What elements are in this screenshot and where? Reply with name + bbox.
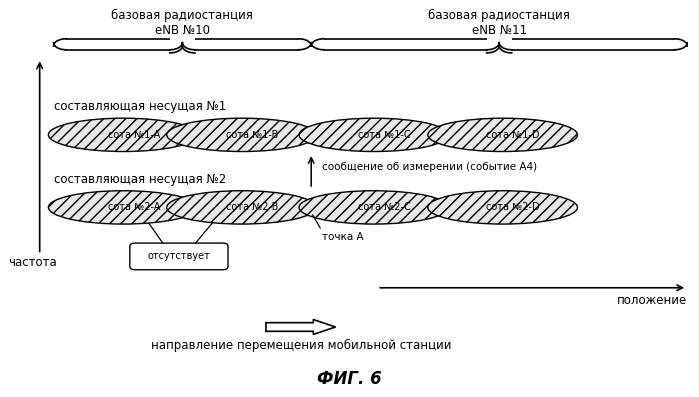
Ellipse shape xyxy=(48,118,198,152)
Text: составляющая несущая №2: составляющая несущая №2 xyxy=(54,173,226,186)
FancyArrow shape xyxy=(266,320,336,334)
FancyBboxPatch shape xyxy=(130,243,228,270)
Text: отсутствует: отсутствует xyxy=(147,251,210,261)
Text: сообщение об измерении (событие A4): сообщение об измерении (событие A4) xyxy=(322,162,537,172)
Text: сота №1-B: сота №1-B xyxy=(226,130,278,140)
Text: частота: частота xyxy=(8,256,57,270)
Text: базовая радиостанция
eNB №10: базовая радиостанция eNB №10 xyxy=(111,9,253,37)
Text: базовая радиостанция
eNB №11: базовая радиостанция eNB №11 xyxy=(428,9,570,37)
Text: сота №1-C: сота №1-C xyxy=(358,130,410,140)
Text: сота №1-D: сота №1-D xyxy=(487,130,540,140)
Text: сота №2-B: сота №2-B xyxy=(226,202,278,212)
Text: направление перемещения мобильной станции: направление перемещения мобильной станци… xyxy=(150,339,451,352)
Ellipse shape xyxy=(167,118,317,152)
Ellipse shape xyxy=(428,118,577,152)
Text: положение: положение xyxy=(617,294,687,306)
Text: сота №1-A: сота №1-A xyxy=(108,130,160,140)
Text: сота №2-A: сота №2-A xyxy=(108,202,160,212)
Ellipse shape xyxy=(167,191,317,224)
Ellipse shape xyxy=(48,191,198,224)
Ellipse shape xyxy=(428,191,577,224)
Text: сота №2-D: сота №2-D xyxy=(487,202,540,212)
Text: составляющая несущая №1: составляющая несущая №1 xyxy=(54,100,226,113)
Text: точка A: точка A xyxy=(322,232,363,243)
Ellipse shape xyxy=(299,118,449,152)
Ellipse shape xyxy=(299,191,449,224)
Text: ФИГ. 6: ФИГ. 6 xyxy=(317,370,382,388)
Text: сота №2-C: сота №2-C xyxy=(358,202,411,212)
